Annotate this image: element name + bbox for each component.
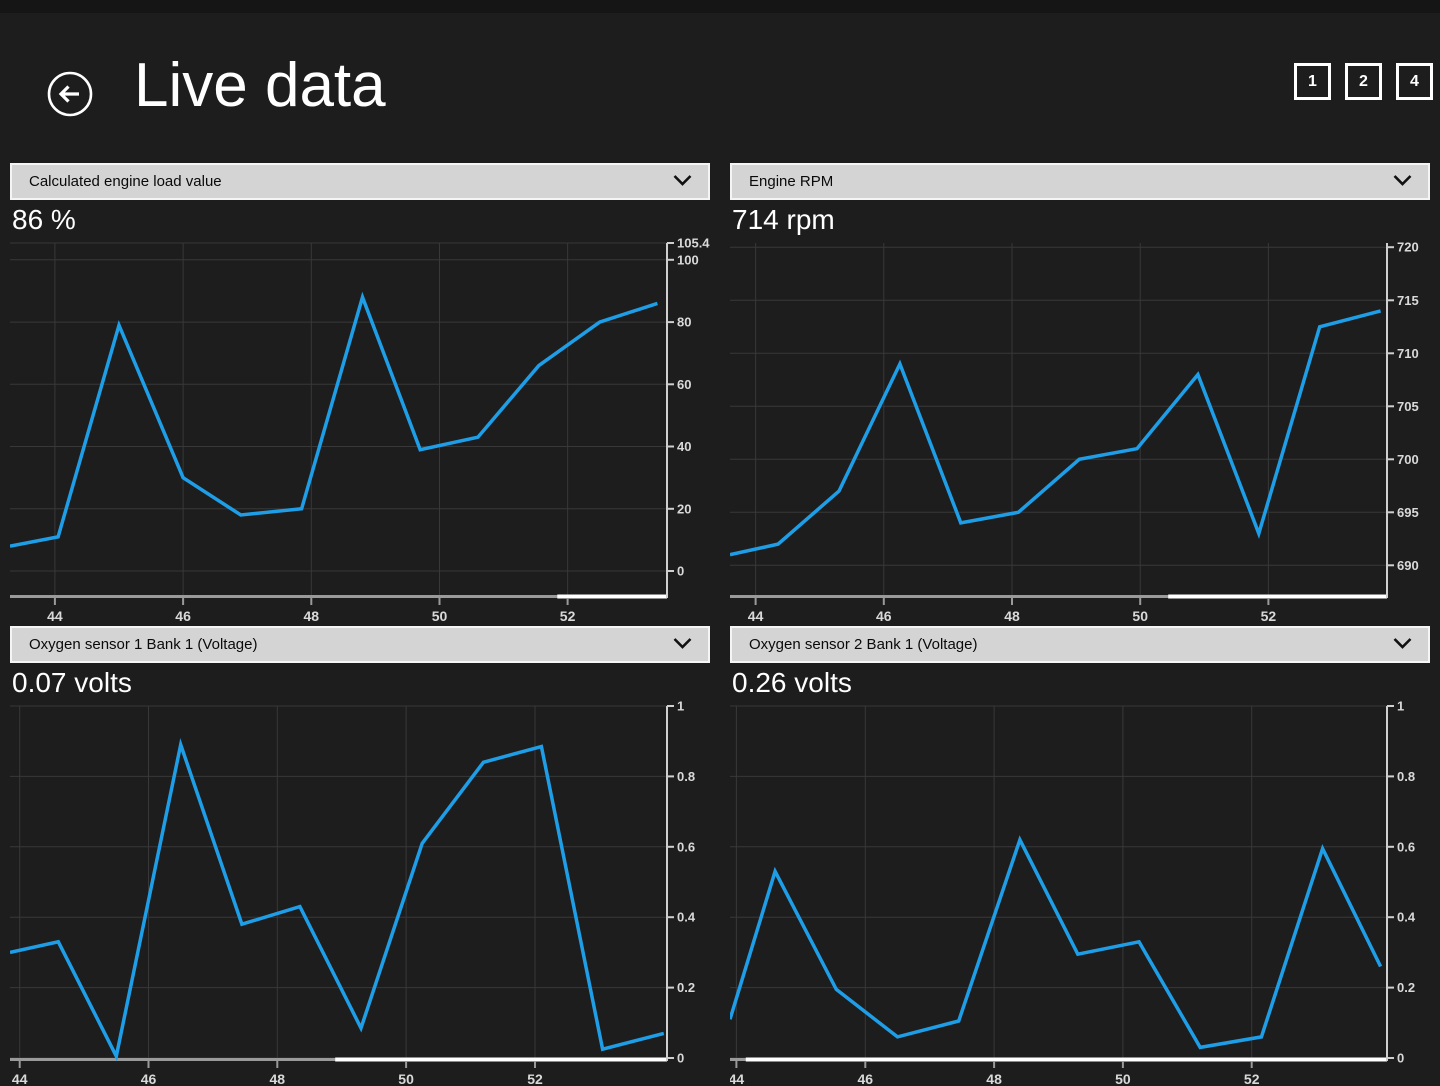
y-tick-label: 0.4 (677, 910, 696, 925)
pid-select-engine-rpm[interactable]: Engine RPM (730, 163, 1430, 200)
y-tick-label: 60 (677, 377, 691, 392)
pid-select-label: Oxygen sensor 2 Bank 1 (Voltage) (749, 636, 978, 653)
x-tick-label: 46 (175, 608, 191, 623)
x-tick-label: 52 (527, 1071, 543, 1086)
x-tick-label: 50 (432, 608, 448, 623)
chart-engine-rpm[interactable]: 44 46 48 50 52 690 695 700 705 710 715 720 (730, 237, 1430, 623)
layout-button-2[interactable]: 2 (1345, 63, 1382, 100)
x-tick-label: 50 (398, 1071, 414, 1086)
y-tick-label: 705 (1397, 399, 1419, 414)
y-tick-label: 0.6 (677, 839, 695, 854)
y-tick-label: 0.6 (1397, 839, 1415, 854)
y-tick-label: 40 (677, 439, 691, 454)
y-tick-label: 1 (677, 700, 684, 714)
x-tick-label: 44 (12, 1071, 28, 1086)
data-line (10, 738, 665, 1062)
pid-select-label: Engine RPM (749, 173, 834, 190)
x-tick-label: 48 (304, 608, 320, 623)
y-tick-label: 20 (677, 501, 691, 516)
y-tick-label: 0.2 (1397, 980, 1415, 995)
x-tick-label: 44 (748, 608, 764, 623)
pid-select-label: Calculated engine load value (29, 173, 222, 190)
y-tick-label: 0 (1397, 1051, 1404, 1066)
data-line (10, 291, 658, 548)
x-tick-label: 46 (876, 608, 892, 623)
panel-engine-rpm: Engine RPM 714 rpm 44 46 48 50 52 690 695 700 70… (730, 163, 1430, 623)
y-tick-label: 700 (1397, 452, 1419, 467)
current-value-engine-rpm: 714 rpm (732, 204, 835, 235)
y-tick-label: 1 (1397, 700, 1404, 714)
layout-switcher: 1 2 4 (1294, 63, 1433, 100)
chart-o2-sensor-1[interactable]: 44 46 48 50 52 0 0.2 0.4 0.6 0.8 1 (10, 700, 710, 1086)
y-tick-label: 0.4 (1397, 910, 1416, 925)
x-tick-label: 46 (858, 1071, 874, 1086)
chevron-down-icon (673, 636, 692, 654)
current-value-o2-sensor-2: 0.26 volts (732, 667, 852, 698)
chart-panels-grid: Calculated engine load value 86 % 44 46 48… (10, 163, 1430, 1086)
y-tick-label: 0 (677, 564, 684, 579)
panel-o2-sensor-2: Oxygen sensor 2 Bank 1 (Voltage) 0.26 vo… (730, 626, 1430, 1086)
x-tick-label: 44 (730, 1071, 744, 1086)
back-arrow-icon (46, 71, 94, 121)
panel-o2-sensor-1: Oxygen sensor 1 Bank 1 (Voltage) 0.07 vo… (10, 626, 710, 1086)
app-header: Live data 1 2 4 (0, 0, 1440, 160)
x-tick-label: 44 (47, 608, 63, 623)
x-tick-label: 48 (1004, 608, 1020, 623)
layout-button-4[interactable]: 4 (1396, 63, 1433, 100)
y-tick-label: 710 (1397, 346, 1419, 361)
y-tick-label: 0 (677, 1051, 684, 1066)
x-tick-label: 52 (560, 608, 576, 623)
y-tick-label: 105.4 (677, 237, 710, 251)
y-tick-label: 715 (1397, 293, 1419, 308)
y-tick-label: 720 (1397, 240, 1419, 255)
y-tick-label: 100 (677, 252, 699, 267)
chevron-down-icon (1393, 636, 1412, 654)
chevron-down-icon (673, 173, 692, 191)
y-tick-label: 0.8 (1397, 769, 1415, 784)
top-strip (0, 0, 1440, 13)
x-tick-label: 50 (1115, 1071, 1131, 1086)
layout-button-1[interactable]: 1 (1294, 63, 1331, 100)
panel-engine-load: Calculated engine load value 86 % 44 46 48… (10, 163, 710, 623)
pid-select-o2-sensor-2[interactable]: Oxygen sensor 2 Bank 1 (Voltage) (730, 626, 1430, 663)
y-tick-label: 80 (677, 315, 691, 330)
y-tick-label: 690 (1397, 558, 1419, 573)
x-tick-label: 50 (1132, 608, 1148, 623)
back-button[interactable] (46, 70, 94, 118)
data-line (730, 835, 1383, 1050)
page-title: Live data (134, 51, 386, 120)
chevron-down-icon (1393, 173, 1412, 191)
x-tick-label: 52 (1261, 608, 1277, 623)
x-tick-label: 48 (270, 1071, 286, 1086)
x-tick-label: 46 (141, 1071, 157, 1086)
y-tick-label: 0.8 (677, 769, 695, 784)
current-value-o2-sensor-1: 0.07 volts (12, 667, 132, 698)
x-tick-label: 52 (1244, 1071, 1260, 1086)
current-value-engine-load: 86 % (12, 204, 76, 235)
y-tick-label: 695 (1397, 505, 1419, 520)
data-line (730, 309, 1382, 557)
chart-o2-sensor-2[interactable]: 44 46 48 50 52 0 0.2 0.4 0.6 0.8 1 (730, 700, 1430, 1086)
pid-select-label: Oxygen sensor 1 Bank 1 (Voltage) (29, 636, 258, 653)
y-tick-label: 0.2 (677, 980, 695, 995)
x-tick-label: 48 (986, 1071, 1002, 1086)
pid-select-o2-sensor-1[interactable]: Oxygen sensor 1 Bank 1 (Voltage) (10, 626, 710, 663)
pid-select-engine-load[interactable]: Calculated engine load value (10, 163, 710, 200)
